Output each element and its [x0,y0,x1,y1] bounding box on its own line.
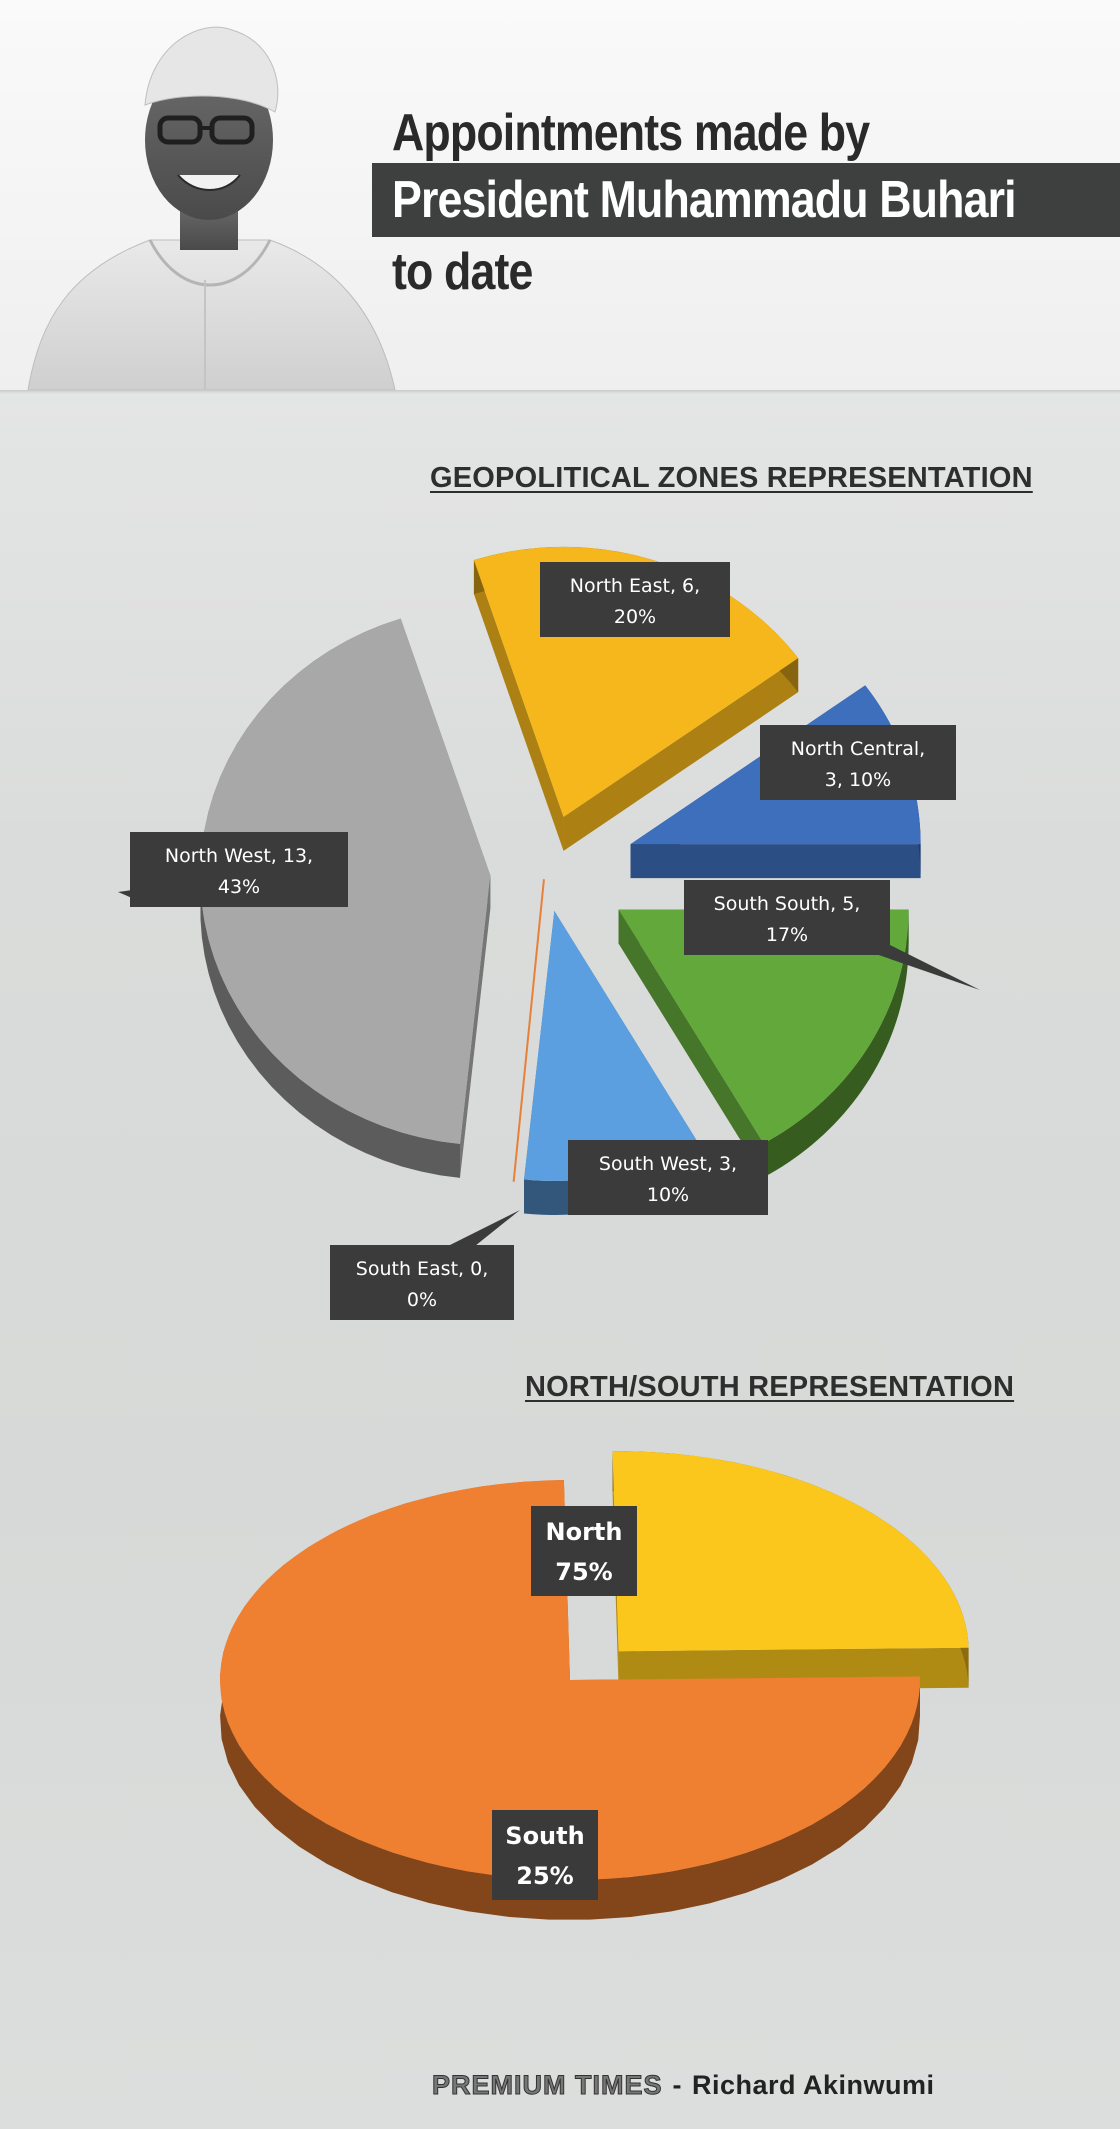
geo-label-south-west: South West, 3, 10% [568,1140,768,1215]
geo-label-north-central-line-1: North Central, [791,738,925,760]
geo-chart-title: GEOPOLITICAL ZONES REPRESENTATION [430,462,1033,494]
ns-label-south-line-2: 25% [516,1862,573,1890]
ns-label-south-line-1: South [505,1822,584,1850]
credit-line: PREMIUM TIMES - Richard Akinwumi [432,2070,935,2101]
geo-label-south-south-line-2: 17% [766,924,808,946]
geo-label-south-east-line-1: South East, 0, [356,1258,488,1280]
title-line-2: President Muhammadu Buhari [392,171,1017,229]
geo-slice-south-west [524,910,700,1181]
geo-label-north-west: North West, 13, 43% [118,832,348,907]
geo-pie-chart: North East, 6, 20% North Central, 3, 10% Sou… [118,546,980,1320]
geo-label-north-central-line-2: 3, 10% [825,769,891,791]
geo-label-south-west-line-2: 10% [647,1184,689,1206]
geo-label-north-west-line-2: 43% [218,876,260,898]
geo-slice-south-south [618,909,909,1144]
title-line-1: Appointments made by [392,104,870,162]
ns-label-south: South 25% [492,1810,598,1900]
geo-label-south-east: South East, 0, 0% [330,1210,520,1320]
geo-label-south-south-line-1: South South, 5, [714,893,861,915]
credit-author: Richard Akinwumi [692,2070,935,2100]
ns-label-north: North 75% [531,1506,637,1596]
geo-label-north-east-line-2: 20% [614,606,656,628]
geo-label-north-east: North East, 6, 20% [540,562,730,637]
title-line-3: to date [392,243,533,301]
geo-label-south-east-line-2: 0% [407,1289,437,1311]
geo-label-north-central: North Central, 3, 10% [760,725,956,800]
ns-slice-north [220,1480,921,1880]
president-portrait-image [27,26,396,390]
header: Appointments made by President Muhammadu… [0,0,1120,390]
north-south-chart-title: NORTH/SOUTH REPRESENTATION [525,1371,1015,1403]
ns-slice-south [612,1451,969,1652]
geo-label-north-east-line-1: North East, 6, [570,575,700,597]
header-divider [0,390,1120,394]
credit-brand: PREMIUM TIMES [432,2070,663,2101]
geo-label-south-south: South South, 5, 17% [684,880,980,990]
title-band [372,163,1120,237]
geo-label-south-west-line-1: South West, 3, [599,1153,737,1175]
north-south-pie-chart: North 75% South 25% [220,1451,969,1920]
ns-label-north-line-1: North [546,1518,623,1546]
geo-label-north-west-line-1: North West, 13, [165,845,313,867]
ns-label-north-line-2: 75% [555,1558,612,1586]
credit-separator: - [672,2070,683,2100]
geo-slice-south-east [512,879,545,1182]
